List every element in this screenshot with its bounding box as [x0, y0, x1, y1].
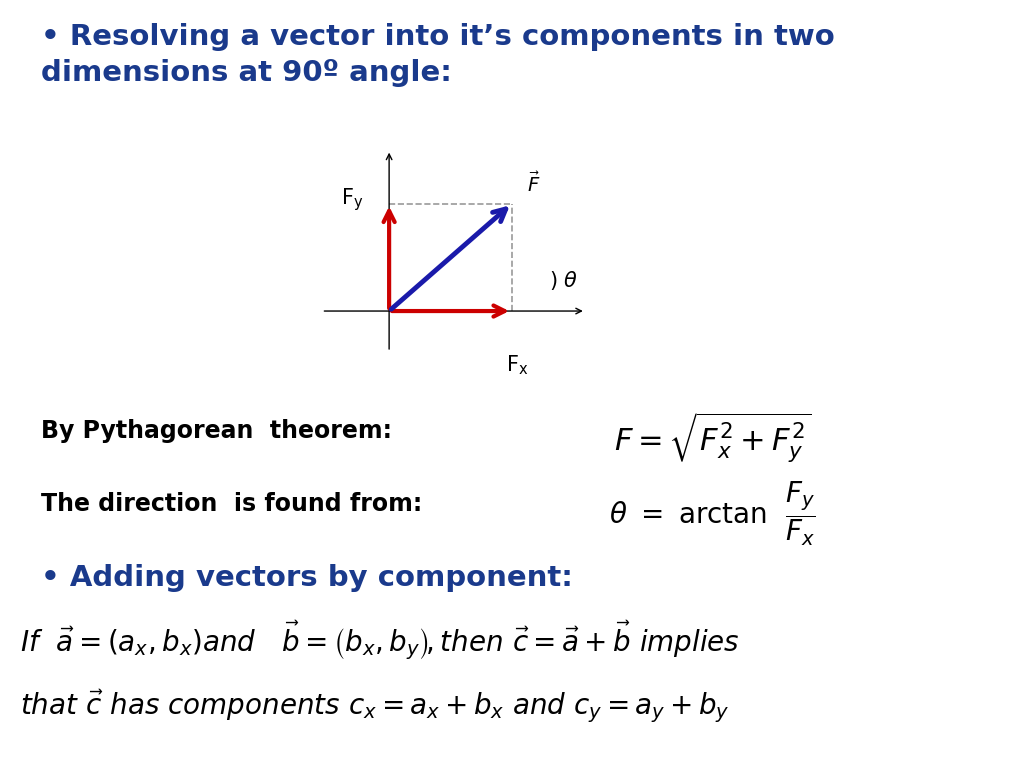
Text: $\mathsf{F_y}$: $\mathsf{F_y}$	[341, 187, 364, 213]
Text: $that\ \vec{c}\ has\ components\ c_x = a_x + b_x\ and\ c_y = a_y + b_y$: $that\ \vec{c}\ has\ components\ c_x = a…	[20, 687, 730, 725]
Text: $If\ \ \vec{a} = \left(a_x,b_x\right)and\ \ \ \vec{b} = \left(b_x,b_y\right)\!,t: $If\ \ \vec{a} = \left(a_x,b_x\right)and…	[20, 618, 740, 662]
Text: $\vec{F}$: $\vec{F}$	[527, 171, 541, 196]
Text: $\mathsf{F_x}$: $\mathsf{F_x}$	[506, 353, 528, 377]
Text: $\theta\ =\ \mathrm{arctan}\ \ \dfrac{F_y}{F_x}$: $\theta\ =\ \mathrm{arctan}\ \ \dfrac{F_…	[609, 480, 816, 548]
Text: • Resolving a vector into it’s components in two
dimensions at 90º angle:: • Resolving a vector into it’s component…	[41, 23, 835, 87]
Text: By Pythagorean  theorem:: By Pythagorean theorem:	[41, 419, 392, 442]
Text: $F = \sqrt{F_x^2 + F_y^2}$: $F = \sqrt{F_x^2 + F_y^2}$	[614, 411, 812, 465]
Text: The direction  is found from:: The direction is found from:	[41, 492, 422, 515]
Text: $) \ \theta$: $) \ \theta$	[549, 270, 579, 293]
Text: • Adding vectors by component:: • Adding vectors by component:	[41, 564, 572, 592]
